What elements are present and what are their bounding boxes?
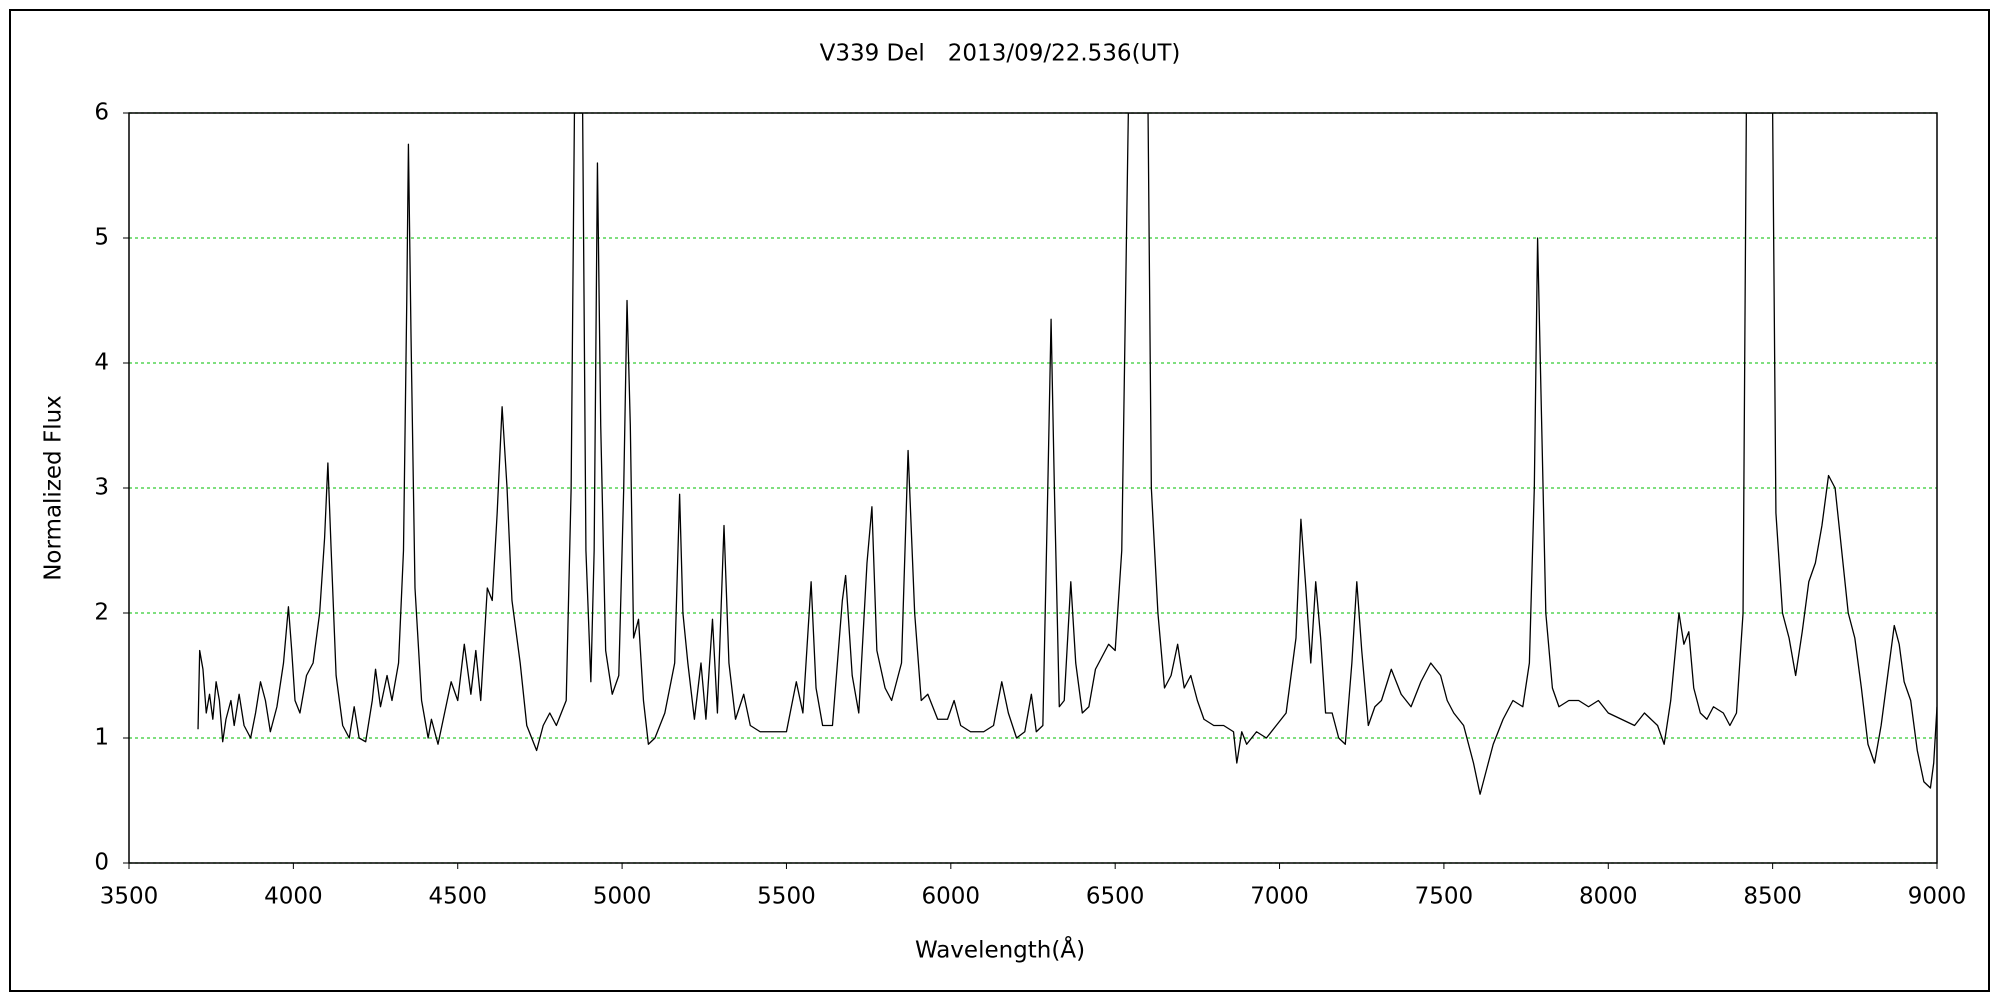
x-tick-label: 4000 <box>264 884 323 910</box>
x-tick-label: 8500 <box>1743 884 1802 910</box>
y-tick-label: 0 <box>94 850 109 876</box>
x-tick-label: 3500 <box>100 884 159 910</box>
y-tick-label: 3 <box>94 475 109 501</box>
y-axis-label: Normalized Flux <box>41 395 67 581</box>
x-tick-label: 6000 <box>922 884 981 910</box>
y-tick-label: 5 <box>94 225 109 251</box>
y-tick-label: 2 <box>94 600 109 626</box>
y-tick-label: 4 <box>94 350 109 376</box>
x-tick-label: 7500 <box>1415 884 1474 910</box>
x-axis-label: Wavelength(Å) <box>915 936 1085 964</box>
chart-title: V339 Del 2013/09/22.536(UT) <box>820 41 1181 67</box>
x-tick-label: 6500 <box>1086 884 1145 910</box>
x-tick-label: 8000 <box>1579 884 1638 910</box>
x-tick-label: 9000 <box>1908 884 1967 910</box>
spectrum-line <box>197 113 1937 795</box>
y-tick-label: 6 <box>94 100 109 126</box>
y-tick-label: 1 <box>94 725 109 751</box>
x-tick-label: 7000 <box>1250 884 1309 910</box>
x-tick-label: 5000 <box>593 884 652 910</box>
x-tick-label: 4500 <box>428 884 487 910</box>
chart-frame <box>9 9 1990 992</box>
ticks: 0 1 2 3 4 5 6 3500 4000 4500 5000 5500 6000 6500 7000 7… <box>94 100 1966 910</box>
series <box>197 113 1937 795</box>
x-tick-label: 5500 <box>757 884 816 910</box>
